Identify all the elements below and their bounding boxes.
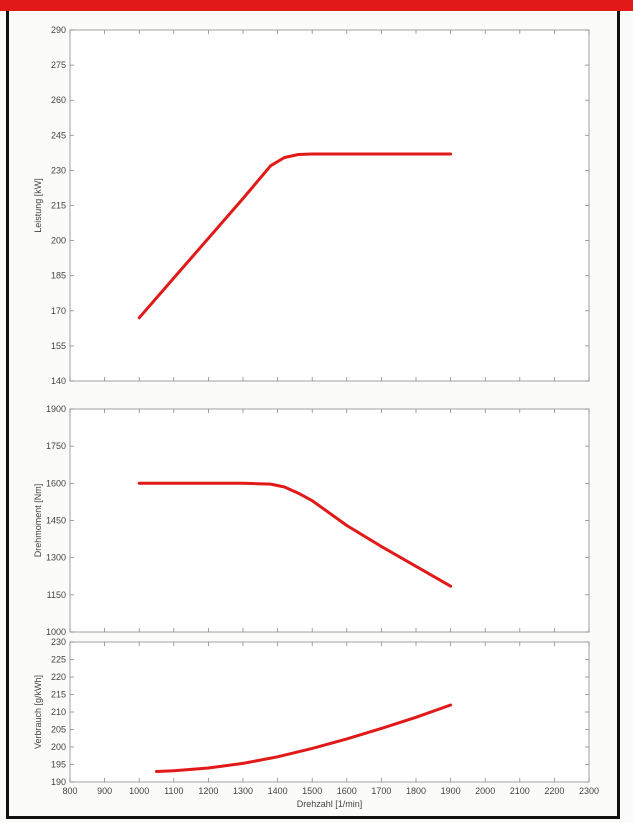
- power-curve-line: [137, 152, 453, 320]
- torque-y-tick-label: 1900: [46, 404, 66, 414]
- consumption-y-tick-label: 230: [51, 637, 66, 647]
- power-y-tick-label: 245: [51, 130, 66, 140]
- x-tick-label: 1400: [268, 786, 288, 796]
- power-y-tick-label: 170: [51, 306, 66, 316]
- x-tick-label: 1300: [233, 786, 253, 796]
- torque-plot-frame: [69, 408, 590, 633]
- consumption-y-tick-label: 215: [51, 690, 66, 700]
- x-tick-label: 800: [62, 786, 77, 796]
- x-tick-label: 1700: [371, 786, 391, 796]
- x-tick-label: 900: [97, 786, 112, 796]
- consumption-y-axis-title: Verbrauch [g/kWh]: [33, 675, 43, 749]
- x-tick-label: 1900: [441, 786, 461, 796]
- power-y-tick-label: 140: [51, 376, 66, 386]
- consumption-y-tick-label: 210: [51, 707, 66, 717]
- torque-y-tick-label: 1450: [46, 516, 66, 526]
- power-plot-frame: [69, 29, 590, 382]
- torque-y-tick-label: 1300: [46, 553, 66, 563]
- x-tick-label: 1100: [164, 786, 183, 796]
- x-tick-label: 1600: [337, 786, 357, 796]
- torque-y-tick-label: 1750: [46, 441, 66, 451]
- x-tick-label: 1200: [198, 786, 218, 796]
- torque-y-tick-label: 1150: [47, 590, 66, 600]
- x-tick-label: 2300: [579, 786, 599, 796]
- consumption-curve-line: [155, 703, 453, 773]
- torque-y-tick-label: 1000: [46, 627, 66, 637]
- torque-y-tick-label: 1600: [46, 478, 66, 488]
- power-y-axis-title: Leistung [kW]: [33, 178, 43, 233]
- x-tick-label: 2100: [510, 786, 530, 796]
- power-y-tick-label: 230: [51, 165, 66, 175]
- power-y-tick-label: 290: [51, 25, 66, 35]
- power-y-tick-label: 155: [51, 341, 66, 351]
- x-tick-label: 1000: [129, 786, 149, 796]
- consumption-y-tick-label: 195: [51, 760, 66, 770]
- consumption-y-tick-label: 200: [51, 742, 66, 752]
- top-accent-bar: [0, 0, 633, 11]
- power-y-tick-label: 215: [51, 201, 66, 211]
- power-y-tick-label: 185: [51, 271, 66, 281]
- x-tick-label: 2200: [544, 786, 564, 796]
- power-y-tick-label: 260: [51, 95, 66, 105]
- x-tick-label: 1500: [302, 786, 322, 796]
- power-y-tick-label: 275: [51, 60, 66, 70]
- consumption-y-tick-label: 190: [51, 777, 66, 787]
- consumption-y-tick-label: 205: [51, 725, 66, 735]
- consumption-y-tick-label: 225: [51, 655, 66, 665]
- torque-y-axis-title: Drehmoment [Nm]: [33, 484, 43, 558]
- consumption-y-tick-label: 220: [51, 672, 66, 682]
- x-tick-label: 1800: [406, 786, 426, 796]
- consumption-plot-frame: [69, 641, 590, 783]
- power-y-tick-label: 200: [51, 236, 66, 246]
- x-tick-label: 2000: [475, 786, 495, 796]
- image-frame: [6, 11, 620, 819]
- torque-curve-line: [137, 481, 453, 588]
- x-axis-title: Drehzahl [1/min]: [297, 799, 363, 809]
